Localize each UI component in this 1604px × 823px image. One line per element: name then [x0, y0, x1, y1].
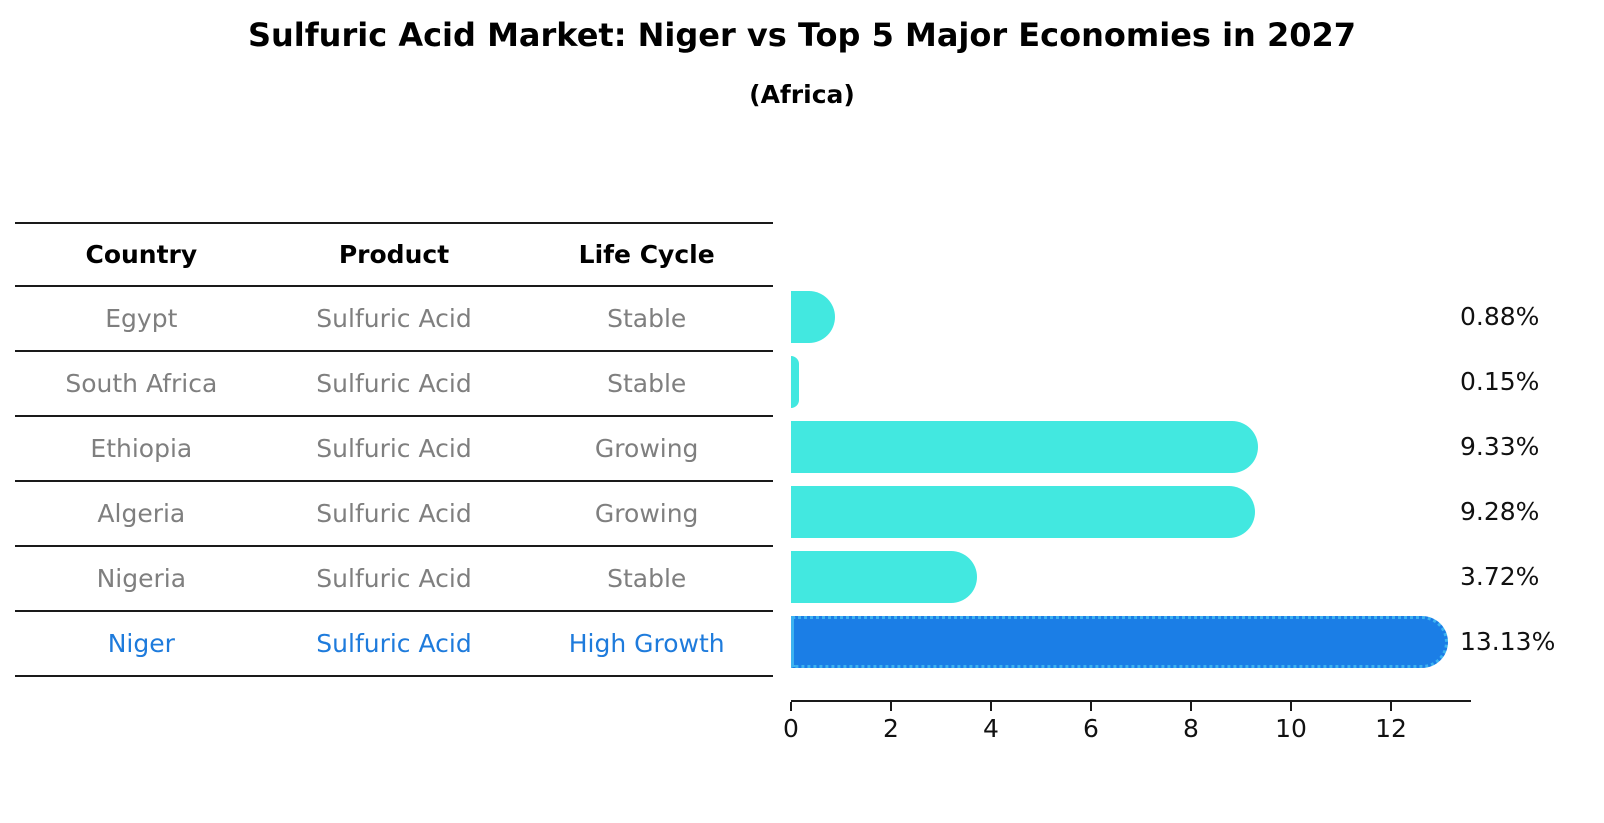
x-axis-tick-mark: [1390, 702, 1392, 711]
table-row: Egypt Sulfuric Acid Stable: [15, 287, 773, 352]
x-axis-tick-mark: [790, 702, 792, 711]
x-axis-tick-label: 4: [983, 714, 999, 743]
x-axis-tick-mark: [1290, 702, 1292, 711]
cell-life-cycle: Stable: [607, 304, 687, 333]
chart-title: Sulfuric Acid Market: Niger vs Top 5 Maj…: [247, 16, 1357, 54]
column-header-life-cycle: Life Cycle: [578, 240, 715, 269]
cell-life-cycle: Stable: [607, 369, 687, 398]
bar-nigeria: [791, 551, 977, 603]
cell-country: South Africa: [65, 369, 218, 398]
table-header-row: Country Product Life Cycle: [15, 224, 773, 287]
table-row: Algeria Sulfuric Acid Growing: [15, 482, 773, 547]
value-label: 0.15%: [1460, 367, 1540, 396]
bar-south-africa: [791, 356, 799, 408]
cell-product: Sulfuric Acid: [316, 304, 472, 333]
column-header-country: Country: [85, 240, 198, 269]
x-axis-tick-mark: [1190, 702, 1192, 711]
comparison-table: Country Product Life Cycle Egypt Sulfuri…: [15, 222, 773, 677]
x-axis-tick-label: 8: [1183, 714, 1199, 743]
value-label: 9.28%: [1460, 497, 1540, 526]
column-header-product: Product: [338, 240, 450, 269]
bar-ethiopia: [791, 421, 1258, 473]
x-axis-tick-mark: [890, 702, 892, 711]
table-row: Nigeria Sulfuric Acid Stable: [15, 547, 773, 612]
value-label: 13.13%: [1460, 627, 1556, 656]
x-axis-tick-label: 10: [1275, 714, 1307, 743]
chart-subtitle: (Africa): [749, 80, 855, 109]
cell-life-cycle: High Growth: [568, 629, 725, 658]
cell-life-cycle: Growing: [594, 434, 699, 463]
cell-product: Sulfuric Acid: [316, 629, 472, 658]
value-label: 3.72%: [1460, 562, 1540, 591]
x-axis: 0 2 4 6 8 10 12: [783, 700, 1471, 743]
bar-niger: [791, 616, 1448, 668]
value-label: 0.88%: [1460, 302, 1540, 331]
x-axis-tick-label: 6: [1083, 714, 1099, 743]
x-axis-tick-label: 12: [1375, 714, 1407, 743]
table-row: Ethiopia Sulfuric Acid Growing: [15, 417, 773, 482]
cell-country: Nigeria: [96, 564, 187, 593]
cell-country: Ethiopia: [90, 434, 193, 463]
x-axis-tick-label: 2: [883, 714, 899, 743]
value-label: 9.33%: [1460, 432, 1540, 461]
cell-life-cycle: Growing: [594, 499, 699, 528]
cell-product: Sulfuric Acid: [316, 499, 472, 528]
cell-product: Sulfuric Acid: [316, 434, 472, 463]
cell-life-cycle: Stable: [607, 564, 687, 593]
table-row-niger: Niger Sulfuric Acid High Growth: [15, 612, 773, 677]
cell-country: Algeria: [97, 499, 186, 528]
bar-algeria: [791, 486, 1255, 538]
cell-product: Sulfuric Acid: [316, 564, 472, 593]
x-axis-tick-mark: [990, 702, 992, 711]
table-row: South Africa Sulfuric Acid Stable: [15, 352, 773, 417]
cell-country: Egypt: [105, 304, 178, 333]
x-axis-tick-label: 0: [783, 714, 799, 743]
x-axis-tick-mark: [1090, 702, 1092, 711]
cell-product: Sulfuric Acid: [316, 369, 472, 398]
bar-egypt: [791, 291, 835, 343]
cell-country: Niger: [107, 629, 175, 658]
